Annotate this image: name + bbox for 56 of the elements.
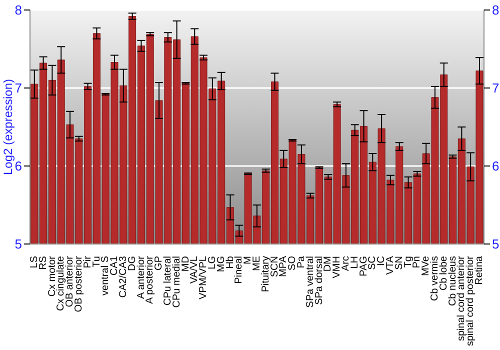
y-tick-label: 6: [14, 158, 22, 174]
x-tick-label: Pir: [82, 255, 94, 268]
x-tick-label: CA1: [109, 256, 120, 276]
x-tick-label: SO: [287, 256, 298, 270]
y2-tick-label: 6: [492, 158, 500, 174]
x-tick-label: SN: [394, 256, 405, 270]
x-tick-label: A anterior: [136, 255, 147, 299]
x-tick-label: LG: [206, 256, 218, 270]
x-tick-label: Retina: [474, 256, 486, 285]
y-axis-title: Log2 (expression): [1, 78, 15, 176]
x-tick-label: Cb lobe: [438, 256, 450, 290]
x-tick-label: IC: [376, 256, 388, 266]
x-tick-label: Pituitary: [260, 256, 272, 292]
x-tick-label: CA2/CA3: [118, 256, 129, 298]
x-tick-label: A posterior: [144, 255, 156, 304]
x-tick-label: Arc: [340, 256, 352, 271]
x-tick-label: MPA: [278, 256, 290, 277]
y-tick-label: 8: [14, 2, 22, 18]
x-tick-label: VTA: [385, 256, 396, 275]
x-tick-label: M: [242, 256, 254, 264]
x-tick-label: CPu lateral: [162, 256, 174, 306]
x-tick-label: LS: [28, 256, 40, 268]
y2-tick-label: 8: [492, 2, 500, 18]
x-tick-label: OB anterior: [64, 255, 76, 308]
x-tick-label: Tu: [91, 256, 102, 268]
x-tick-label: spinal cord posterior: [465, 255, 476, 346]
y-tick-label: 5: [14, 236, 22, 252]
x-tick-label: MG: [216, 256, 227, 272]
x-tick-label: VMH: [332, 256, 343, 278]
x-tick-label: spinal cord anterior: [456, 255, 468, 342]
y2-tick-label: 5: [492, 236, 500, 252]
x-tick-label: ME: [252, 256, 262, 271]
x-tick-label: SC: [367, 256, 378, 270]
x-tick-label: Pn: [412, 256, 423, 268]
x-tick-label: Tg: [402, 256, 414, 268]
x-tick-label: Pineal: [234, 256, 245, 284]
x-tick-label: SPa dorsal: [314, 256, 325, 305]
x-tick-label: SCN: [269, 256, 280, 278]
y-tick-label: 7: [14, 80, 22, 96]
x-tick-label: Pa: [296, 256, 308, 268]
x-tick-label: CPu medial: [171, 256, 182, 308]
x-tick-label: VPM/VPL: [198, 256, 210, 300]
x-tick-label: Cx cingulate: [56, 256, 67, 312]
x-tick-label: LH: [349, 256, 360, 269]
x-tick-label: RS: [38, 256, 49, 270]
x-tick-label: PAG: [358, 256, 370, 276]
x-tick-label: DG: [126, 256, 138, 271]
x-tick-label: DM: [322, 256, 334, 272]
x-tick-label: OB posterior: [73, 255, 84, 312]
x-tick-label: MVe: [420, 256, 432, 276]
x-tick-label: GP: [154, 256, 165, 270]
x-tick-label: Cb nucleus: [447, 256, 458, 306]
x-tick-label: ventral S: [100, 256, 112, 296]
x-tick-label: Hb: [224, 256, 236, 269]
y2-tick-label: 7: [492, 80, 500, 96]
x-tick-label: SPa ventral: [304, 256, 316, 308]
